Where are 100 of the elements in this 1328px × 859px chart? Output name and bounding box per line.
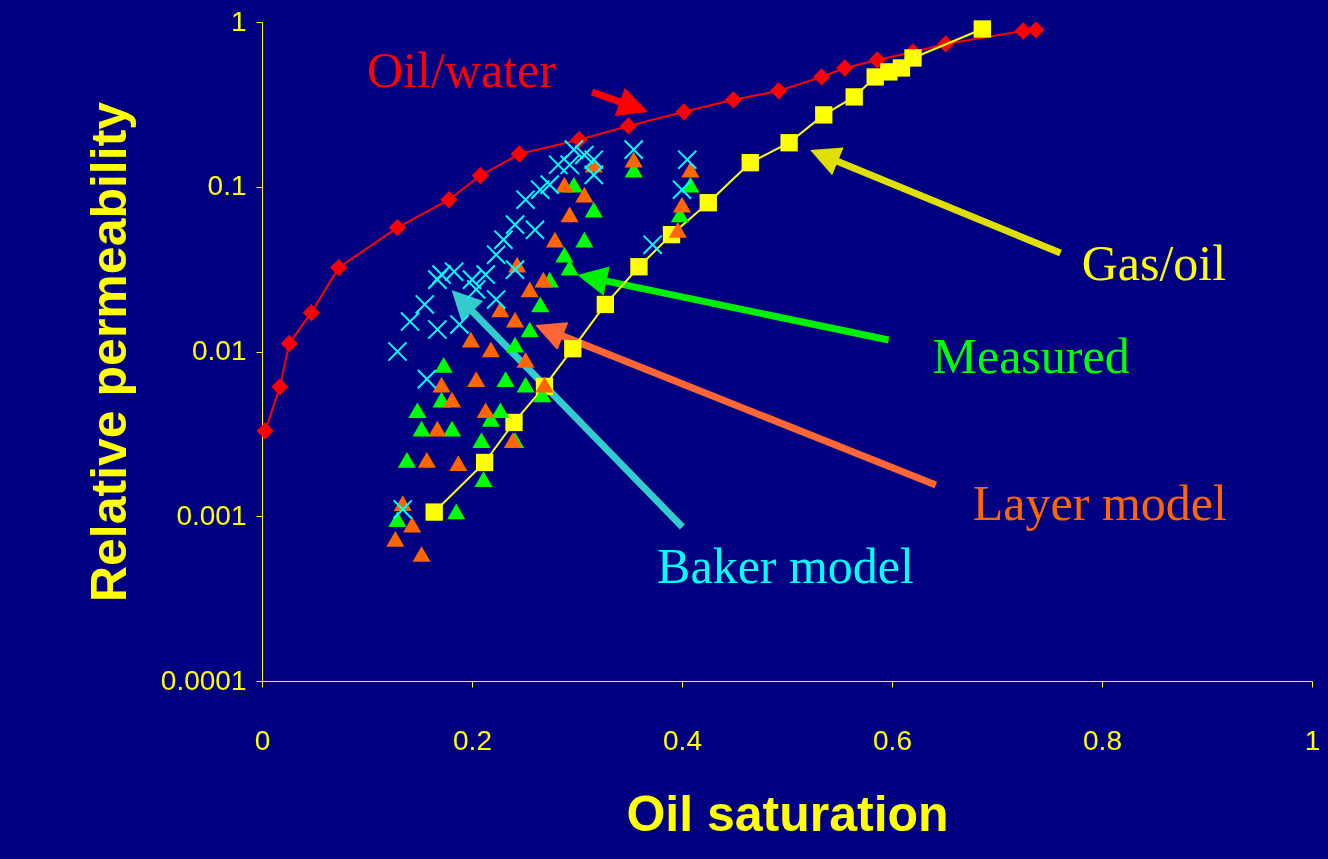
point [560,206,579,223]
point [675,103,693,121]
point [471,166,490,185]
point [467,371,486,387]
point [630,258,648,276]
point [302,304,321,322]
point [570,131,588,149]
point [388,511,407,528]
point [329,258,348,277]
point [769,82,788,100]
point [476,402,495,419]
point [432,376,451,393]
point [505,311,525,328]
point [280,334,298,353]
point [475,264,496,285]
point [399,311,421,332]
point [505,413,523,432]
point [256,422,274,440]
point [449,314,470,335]
y-tick-label: 1 [230,5,247,37]
y-tick-label: 0.001 [176,499,247,531]
x-tick-label: 0.4 [663,724,702,756]
point [531,296,550,313]
y-axis-title: Relative permeability [80,101,137,603]
y-tick-label: 0.01 [192,335,247,366]
point [387,341,408,362]
point [1027,21,1045,39]
point [530,179,551,200]
point [815,106,833,124]
point [428,420,447,437]
point [416,369,437,390]
point [388,218,407,237]
point [408,402,427,419]
point [481,341,500,358]
point [516,351,535,368]
x-tick-label: 0 [254,724,271,756]
point [741,154,759,172]
point [545,231,565,248]
legend-label: Oil/water [366,42,557,98]
point [414,294,435,315]
point [845,88,863,106]
point [442,420,462,437]
point [524,219,546,240]
point [515,189,536,210]
point [596,295,615,314]
point [392,499,413,520]
point [493,229,514,250]
x-axis-title: Oil saturation [626,785,949,842]
point [904,49,922,67]
point [671,179,693,200]
point [505,336,525,353]
point [672,196,692,213]
point [555,246,574,263]
point [447,503,466,520]
point [486,289,507,310]
text: Gas/oil [1081,235,1227,291]
point [563,139,584,160]
x-tick-label: 0.6 [873,724,912,756]
point [461,331,481,348]
point [412,546,431,562]
point [534,271,553,288]
point [412,420,431,437]
point [472,432,491,448]
point [539,174,560,195]
point [386,530,405,547]
point [486,244,507,265]
x-tick-label: 0.2 [453,724,492,756]
point [425,503,443,521]
point [417,451,436,468]
point [575,231,594,248]
point [491,402,510,419]
y-tick-label: 0.0001 [160,664,247,696]
point [271,378,289,396]
point [427,319,448,340]
point [724,91,743,109]
point [555,176,574,193]
point [624,151,643,168]
point [564,340,582,358]
point [699,194,717,212]
point [461,269,483,290]
point [491,301,510,318]
point [575,186,594,203]
point [836,59,854,77]
point [504,214,526,235]
point [449,455,468,472]
point [427,269,448,290]
text: Layer model [972,475,1227,531]
point [397,451,416,468]
point [510,145,528,163]
point [574,144,595,166]
point [504,259,526,280]
point [466,279,487,300]
point [677,149,698,170]
y-tick-label: 0.1 [207,170,247,202]
point [442,391,462,408]
text: Baker model [657,538,914,594]
point [780,134,798,152]
point [440,191,458,209]
point [474,471,493,487]
point [812,68,831,86]
